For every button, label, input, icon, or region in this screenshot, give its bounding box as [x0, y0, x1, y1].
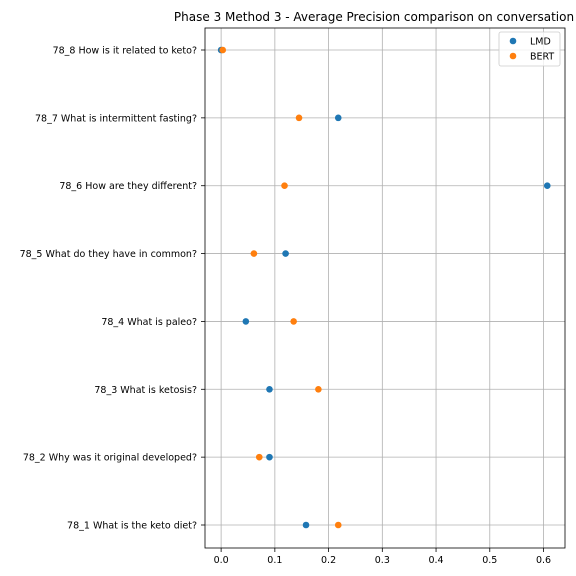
point-bert-1: [334, 521, 342, 529]
y-tick-label: 78_2 Why was it original developed?: [23, 453, 197, 464]
legend-label-bert: BERT: [530, 52, 554, 63]
point-lmd-7: [334, 114, 342, 122]
legend-label-lmd: LMD: [530, 37, 551, 48]
y-tick-label: 78_7 What is intermittent fasting?: [35, 113, 197, 124]
legend-marker-lmd: [509, 37, 517, 45]
point-lmd-2: [266, 453, 273, 461]
x-tick-label: 0.3: [375, 555, 390, 566]
point-bert-3: [315, 385, 322, 393]
tick-layer: 0.0 0.1 0.2 0.3 0.4 0.5 0.6 78_1 What is the ke…: [20, 46, 551, 567]
x-tick-label: 0.2: [321, 555, 336, 566]
x-tick-label: 0.4: [428, 555, 443, 566]
point-bert-7: [295, 114, 303, 122]
point-bert-5: [250, 250, 258, 257]
data-points: [217, 46, 551, 529]
y-tick-label: 78_8 How is it related to keto?: [53, 46, 197, 57]
point-bert-6: [281, 182, 288, 190]
y-tick-label: 78_5 What do they have in common?: [20, 249, 197, 260]
x-tick-label: 0.6: [536, 555, 551, 566]
x-tick-label: 0.5: [482, 555, 497, 566]
x-tick-label: 0.0: [214, 555, 229, 566]
point-lmd-6: [543, 182, 551, 190]
y-tick-label: 78_4 What is paleo?: [101, 317, 197, 328]
point-bert-4: [290, 318, 297, 325]
chart-title: Phase 3 Method 3 - Average Precision com…: [174, 10, 574, 24]
y-tick-label: 78_6 How are they different?: [59, 181, 197, 192]
grid-layer: [205, 28, 565, 548]
y-tick-label: 78_1 What is the keto diet?: [67, 521, 197, 532]
point-lmd-4: [242, 318, 250, 325]
point-lmd-5: [282, 250, 289, 257]
legend: LMD BERT: [498, 31, 561, 67]
point-bert-8: [219, 46, 227, 54]
plot-area-frame: [204, 27, 566, 549]
point-lmd-3: [266, 385, 273, 393]
x-tick-label: 0.1: [267, 555, 282, 566]
point-bert-2: [255, 453, 263, 461]
legend-marker-bert: [509, 52, 517, 60]
y-tick-label: 78_3 What is ketosis?: [94, 385, 197, 396]
point-lmd-1: [302, 521, 310, 529]
